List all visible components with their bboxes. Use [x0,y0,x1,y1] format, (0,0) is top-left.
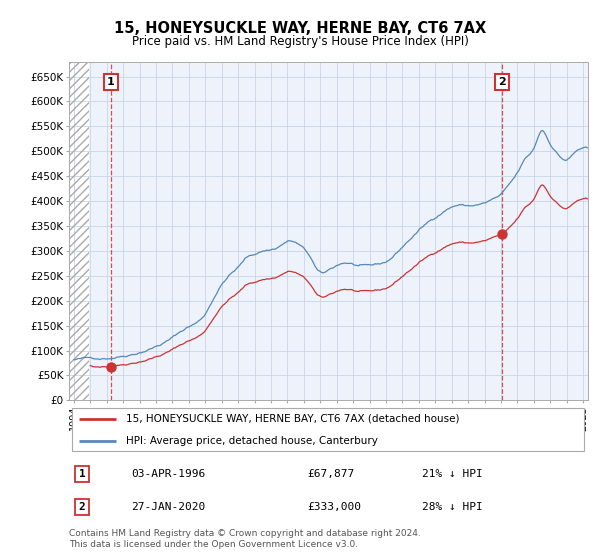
Bar [69,62,89,400]
Text: Price paid vs. HM Land Registry's House Price Index (HPI): Price paid vs. HM Land Registry's House … [131,35,469,48]
Text: 28% ↓ HPI: 28% ↓ HPI [422,502,482,512]
Text: HPI: Average price, detached house, Canterbury: HPI: Average price, detached house, Cant… [126,436,378,446]
Text: 27-JAN-2020: 27-JAN-2020 [131,502,206,512]
Text: 03-APR-1996: 03-APR-1996 [131,469,206,479]
Text: 2: 2 [499,77,506,87]
Text: 2: 2 [79,502,85,512]
Text: £333,000: £333,000 [308,502,362,512]
Bar [69,62,89,400]
Text: 1: 1 [79,469,85,479]
FancyBboxPatch shape [71,408,584,451]
Text: £67,877: £67,877 [308,469,355,479]
Text: 21% ↓ HPI: 21% ↓ HPI [422,469,482,479]
Text: Contains HM Land Registry data © Crown copyright and database right 2024.
This d: Contains HM Land Registry data © Crown c… [69,529,421,549]
Text: 1: 1 [107,77,115,87]
Text: 15, HONEYSUCKLE WAY, HERNE BAY, CT6 7AX: 15, HONEYSUCKLE WAY, HERNE BAY, CT6 7AX [114,21,486,36]
Text: 15, HONEYSUCKLE WAY, HERNE BAY, CT6 7AX (detached house): 15, HONEYSUCKLE WAY, HERNE BAY, CT6 7AX … [126,414,460,424]
